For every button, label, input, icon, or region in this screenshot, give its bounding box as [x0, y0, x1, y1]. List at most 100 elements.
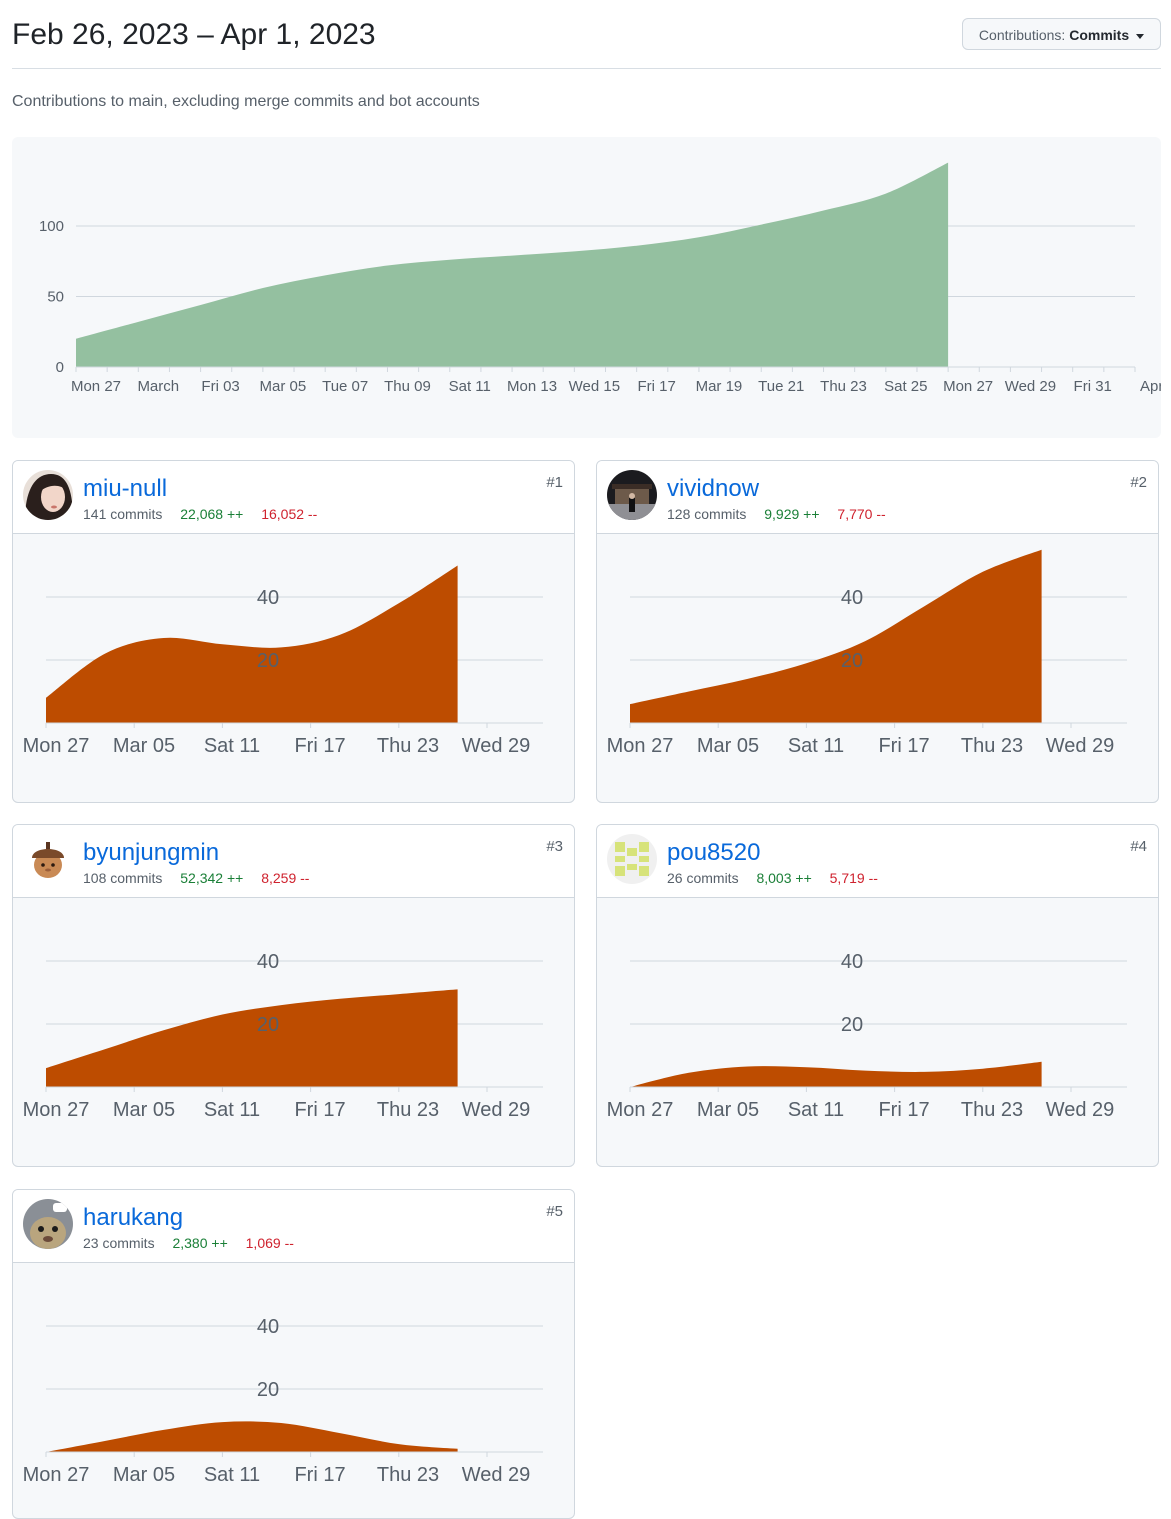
- contributor-login-link[interactable]: harukang: [83, 1204, 184, 1231]
- commit-count-link[interactable]: 23 commits: [83, 1235, 155, 1251]
- date-range-title: Feb 26, 2023 – Apr 1, 2023: [12, 18, 376, 51]
- deletions-count: 8,259 --: [261, 870, 310, 886]
- x-tick-label: Wed 15: [569, 378, 620, 395]
- contributor-chart-svg: 20 40 Mon 27 Mar 05 Sat 11 Fri 17 Thu 23 Wed 29: [23, 951, 543, 1121]
- commit-count-link[interactable]: 141 commits: [83, 506, 163, 522]
- x-tick-label: Fri 17: [294, 735, 345, 757]
- commit-count-link[interactable]: 26 commits: [667, 870, 739, 886]
- contributions-label: Contributions:: [978, 27, 1066, 43]
- area-contributor-series: [46, 989, 458, 1087]
- y-tick-label: 20: [257, 1014, 279, 1036]
- contributor-card: byunjungmin 108 commits 52,342 ++ 8,259 …: [12, 824, 575, 1167]
- contributor-card: miu-null 141 commits 22,068 ++ 16,052 --…: [12, 460, 575, 803]
- x-tick-label: Sat 11: [788, 735, 844, 757]
- x-tick-label: Mar 05: [113, 735, 175, 757]
- acorn-avatar-icon[interactable]: [23, 834, 73, 884]
- contributor-login-link[interactable]: byunjungmin: [83, 839, 220, 866]
- x-tick-label: Mon 27: [23, 735, 90, 757]
- x-tick-label: Mon 13: [507, 378, 557, 395]
- contributions-value: Commits: [1069, 27, 1130, 43]
- commit-count-link[interactable]: 108 commits: [83, 870, 163, 886]
- contributor-stats: 108 commits 52,342 ++ 8,259 --: [83, 870, 309, 886]
- x-tick-label: Thu 23: [377, 735, 439, 757]
- x-tick-label: Wed 29: [1005, 378, 1056, 395]
- x-tick-label: Mar 05: [260, 378, 307, 395]
- avatar-photo-icon[interactable]: [23, 470, 73, 520]
- contributor-chart-svg: 20 40 Mon 27 Mar 05 Sat 11 Fri 17 Thu 23 Wed 29: [607, 951, 1127, 1121]
- x-tick-label: Thu 23: [377, 1099, 439, 1121]
- contributor-stats: 23 commits 2,380 ++ 1,069 --: [83, 1235, 294, 1251]
- x-tick-label: Mar 05: [697, 1099, 759, 1121]
- contributor-card: pou8520 26 commits 8,003 ++ 5,719 -- #4 …: [596, 824, 1159, 1167]
- area-contributor-series: [46, 565, 458, 723]
- x-tick-label: Thu 23: [820, 378, 867, 395]
- contributor-stats: 26 commits 8,003 ++ 5,719 --: [667, 870, 878, 886]
- x-tick-label: Thu 09: [384, 378, 431, 395]
- y-tick-label: 0: [56, 359, 64, 376]
- deletions-count: 7,770 --: [837, 506, 886, 522]
- area-commits-series: [76, 162, 949, 367]
- y-tick-label: 40: [257, 1316, 279, 1338]
- x-tick-label: Mar 05: [113, 1099, 175, 1121]
- x-tick-label: Mon 27: [23, 1099, 90, 1121]
- contributions-type-dropdown[interactable]: Contributions: Commits: [961, 18, 1161, 50]
- contributor-card: vividnow 128 commits 9,929 ++ 7,770 -- #…: [596, 460, 1159, 803]
- additions-count: 2,380 ++: [172, 1235, 228, 1251]
- commit-count-link[interactable]: 128 commits: [667, 506, 747, 522]
- contributor-login-link[interactable]: miu-null: [83, 475, 168, 502]
- contributor-login-link[interactable]: pou8520: [667, 839, 761, 866]
- x-tick-label: Sat 11: [204, 1464, 260, 1486]
- y-tick-label: 40: [257, 951, 279, 973]
- contributor-stats: 141 commits 22,068 ++ 16,052 --: [83, 506, 317, 522]
- x-tick-label: Fri 17: [637, 378, 675, 395]
- x-tick-label: Wed 29: [462, 1464, 531, 1486]
- x-tick-label: Sat 11: [204, 1099, 260, 1121]
- y-tick-label: 50: [47, 289, 64, 306]
- x-tick-label: Tue 07: [322, 378, 368, 395]
- contributor-chart-svg: 20 40 Mon 27 Mar 05 Sat 11 Fri 17 Thu 23 Wed 29: [23, 565, 543, 757]
- contributor-card-header: harukang 23 commits 2,380 ++ 1,069 -- #5: [13, 1190, 574, 1263]
- y-tick-label: 20: [257, 1379, 279, 1401]
- x-tick-label: Fri 17: [878, 735, 929, 757]
- x-tick-label: Sat 11: [788, 1099, 844, 1121]
- contributor-stats: 128 commits 9,929 ++ 7,770 --: [667, 506, 886, 522]
- x-tick-label: Fri 31: [1074, 378, 1112, 395]
- deletions-count: 5,719 --: [829, 870, 878, 886]
- x-tick-label: Mon 27: [71, 378, 121, 395]
- page-header: Feb 26, 2023 – Apr 1, 2023 Contributions…: [12, 0, 1161, 69]
- contributor-rank: #3: [546, 838, 563, 855]
- x-tick-label: Mon 27: [943, 378, 993, 395]
- deletions-count: 16,052 --: [261, 506, 318, 522]
- contributor-card-header: vividnow 128 commits 9,929 ++ 7,770 -- #…: [597, 461, 1158, 534]
- y-tick-label: 40: [257, 587, 279, 609]
- x-tick-label: Fri 03: [201, 378, 239, 395]
- area-contributor-series: [46, 1421, 458, 1452]
- avatar-photo-icon[interactable]: [607, 470, 657, 520]
- chart-subtitle: Contributions to main, excluding merge c…: [12, 93, 480, 110]
- x-tick-label: Sat 25: [884, 378, 927, 395]
- avatar-photo-icon[interactable]: [23, 1199, 73, 1249]
- additions-count: 22,068 ++: [180, 506, 244, 522]
- contributor-rank: #5: [546, 1203, 563, 1220]
- contributor-login-link[interactable]: vividnow: [667, 475, 760, 502]
- area-contributor-series: [630, 1061, 1042, 1087]
- x-tick-label: Sat 11: [204, 735, 260, 757]
- additions-count: 8,003 ++: [756, 870, 812, 886]
- contributor-card-header: miu-null 141 commits 22,068 ++ 16,052 --…: [13, 461, 574, 534]
- x-tick-label: Fri 17: [294, 1464, 345, 1486]
- contributor-card-header: byunjungmin 108 commits 52,342 ++ 8,259 …: [13, 825, 574, 898]
- x-tick-label: Mon 27: [23, 1464, 90, 1486]
- x-tick-label: Mar 05: [697, 735, 759, 757]
- y-tick-label: 40: [841, 587, 863, 609]
- main-contributions-chart: 0 50 100 Mon 27 March Fri 03 Mar 05 Tue 07 Thu 0…: [12, 137, 1161, 438]
- deletions-count: 1,069 --: [245, 1235, 294, 1251]
- contributor-chart-svg: 20 40 Mon 27 Mar 05 Sat 11 Fri 17 Thu 23 Wed 29: [607, 549, 1127, 757]
- contributor-card: harukang 23 commits 2,380 ++ 1,069 -- #5…: [12, 1189, 575, 1519]
- x-tick-label: Wed 29: [462, 735, 531, 757]
- additions-count: 9,929 ++: [764, 506, 820, 522]
- x-tick-label: Mar 05: [113, 1464, 175, 1486]
- x-tick-label: Thu 23: [961, 1099, 1023, 1121]
- x-tick-label: April: [1140, 378, 1161, 395]
- identicon-avatar-icon[interactable]: [607, 834, 657, 884]
- x-tick-label: Mon 27: [607, 735, 674, 757]
